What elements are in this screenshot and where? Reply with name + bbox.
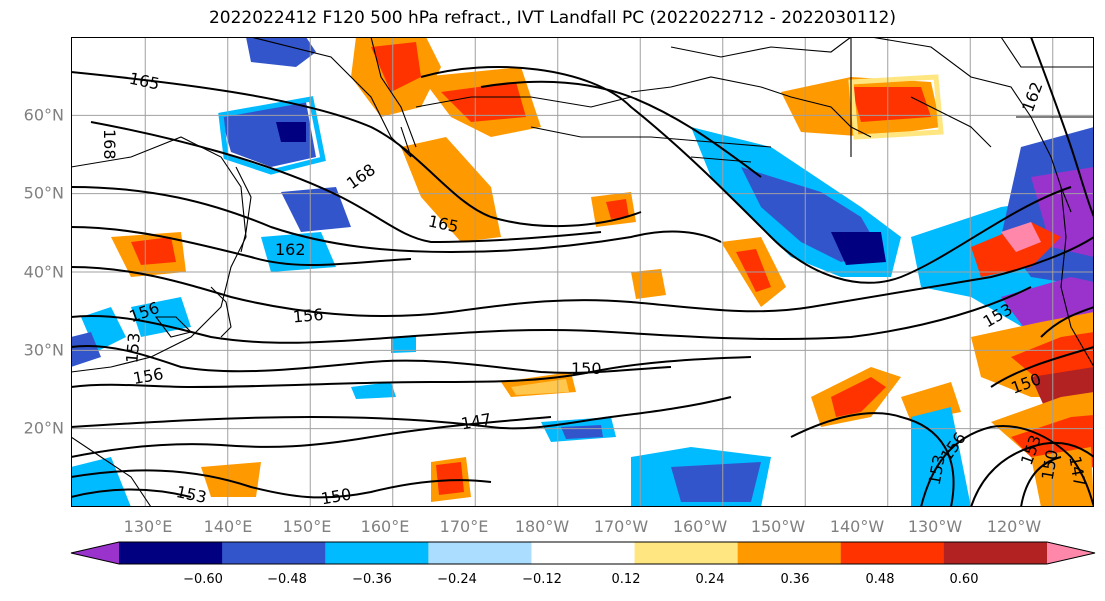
colorbar-bin (325, 542, 429, 564)
lat-label-40n: 40°N (23, 262, 64, 282)
lon-label: 170°E (439, 517, 489, 536)
colorbar (70, 541, 1096, 565)
colorbar-extend-low (71, 542, 119, 564)
colorbar-tick-label: −0.24 (437, 572, 477, 587)
contour-label: 153 (174, 482, 208, 507)
map-panel: 165 168 168 165 162 156 156 153 156 150 … (71, 37, 1094, 507)
contour-label: 156 (292, 305, 324, 327)
colorbar-tick-label: 0.60 (949, 572, 979, 587)
colorbar-bin (634, 542, 739, 564)
lat-label-30n: 30°N (23, 340, 64, 360)
colorbar-outline (70, 541, 1096, 565)
lat-label-20n: 20°N (23, 418, 64, 438)
map-title: 2022022412 F120 500 hPa refract., IVT La… (208, 8, 896, 28)
map-canvas: 165 168 168 165 162 156 156 153 156 150 … (71, 37, 1094, 507)
colorbar-bin (119, 542, 223, 564)
colorbar-tick-label: −0.36 (352, 572, 392, 587)
colorbar-bin (428, 542, 532, 564)
lon-label: 150°E (282, 517, 332, 536)
lon-label: 130°W (907, 517, 963, 536)
lat-lon-gridlines (71, 37, 1094, 507)
colorbar-tick-label: −0.12 (522, 572, 562, 587)
colorbar-bin (840, 542, 945, 564)
lon-label: 160°W (672, 517, 728, 536)
contour-label: 150 (319, 484, 352, 507)
colorbar-tick-label: 0.36 (780, 572, 810, 587)
contour-label: 168 (100, 129, 119, 160)
contour-label: 162 (1018, 79, 1046, 114)
contour-label: 168 (343, 160, 379, 193)
contour-label: 153 (122, 332, 144, 364)
colorbar-tick-label: 0.24 (695, 572, 725, 587)
lon-label: 130°E (123, 517, 173, 536)
colorbar-tick-label: 0.48 (865, 572, 895, 587)
contour-label: 150 (571, 359, 602, 378)
colorbar-tick-label: 0.12 (611, 572, 641, 587)
colorbar-tick-label: −0.48 (267, 572, 307, 587)
lon-label: 150°W (750, 517, 806, 536)
contour-label: 162 (275, 240, 306, 259)
colorbar-extend-high (1047, 542, 1095, 564)
colorbar-bin (943, 542, 1048, 564)
colorbar-bin (737, 542, 842, 564)
lon-label: 160°E (360, 517, 410, 536)
refractivity-contours (71, 37, 1094, 507)
colorbar-bin (531, 542, 636, 564)
lon-label: 170°W (593, 517, 649, 536)
contour-label: 156 (131, 364, 164, 388)
colorbar-tick-label: −0.60 (183, 572, 223, 587)
lon-label: 180°W (514, 517, 570, 536)
contour-label: 165 (128, 69, 162, 94)
lat-label-50n: 50°N (23, 183, 64, 203)
lon-label: 140°E (203, 517, 253, 536)
lon-label: 140°W (829, 517, 885, 536)
colorbar-bin (222, 542, 326, 564)
contour-label: 147 (459, 409, 492, 433)
lon-label: 120°W (986, 517, 1042, 536)
lat-label-60n: 60°N (23, 105, 64, 125)
